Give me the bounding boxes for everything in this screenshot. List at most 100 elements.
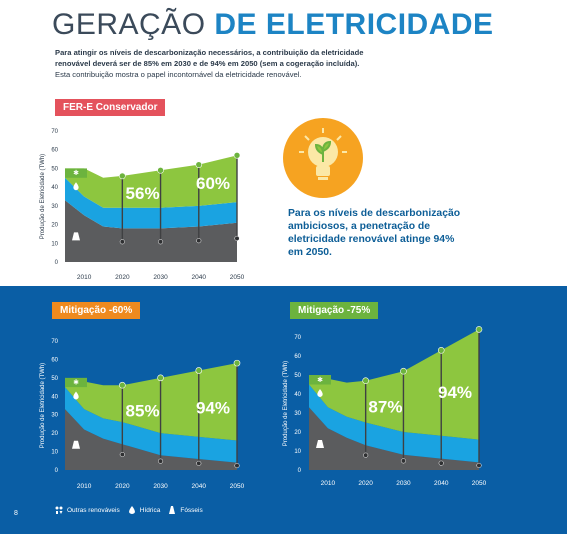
area-outras-renováveis [65,155,237,208]
x-tick-label: 2040 [192,483,207,490]
area-hídrica [65,387,237,463]
other-renewables-icon [55,506,63,514]
y-tick-label: 30 [51,413,58,419]
x-tick-label: 2010 [77,274,92,281]
x-tick-label: 2030 [396,480,411,487]
legend-item: Fósseis [168,506,203,514]
factory-icon [168,506,176,514]
y-tick-label: 30 [294,411,301,417]
other-renewables-icon: ✱ [73,169,79,177]
area-fósseis [309,407,479,470]
other-renewables-icon: ✱ [73,378,79,386]
chart2-title-tag: Mitigação -60% [52,302,141,319]
area-outras-renováveis [65,363,237,441]
total-dot [119,172,126,180]
fossil-dot [158,239,164,245]
area-outras-renováveis [309,329,479,440]
total-dot [157,167,164,174]
y-tick-label: 40 [51,394,58,400]
other-renewables-icon-box [65,168,87,178]
y-tick-label: 20 [51,223,58,229]
lightbulb-icon-circle [283,118,363,198]
y-tick-label: 70 [294,335,301,341]
renewable-share-label: 87% [368,398,402,417]
water-drop-icon [128,506,136,514]
callout-text: Para os níveis de descarbonização ambici… [288,208,461,258]
factory-icon [316,440,324,449]
y-tick-label: 60 [294,354,301,360]
y-tick-label: 20 [294,430,301,436]
y-tick-label: 70 [51,129,58,135]
renewable-share-label: 60% [196,174,230,193]
intro-text: Para atingir os níveis de descarbonizaçã… [55,47,385,80]
y-tick-label: 40 [294,392,301,398]
y-tick-label: 50 [51,166,58,172]
water-drop-icon [73,182,79,191]
page-title-bold: DE ELETRICIDADE [214,8,494,41]
factory-icon [72,440,80,449]
y-tick-label: 0 [55,468,59,474]
total-dot [195,367,203,374]
renewable-share-label: 85% [126,401,160,420]
water-drop-icon [317,389,323,398]
y-tick-label: 70 [51,339,58,345]
fossil-dot [158,458,164,464]
chart3-title-tag: Mitigação -75% [290,302,379,319]
x-tick-label: 2020 [115,483,130,490]
fossil-dot [234,463,240,469]
y-tick-label: 20 [51,431,58,437]
total-dot [437,346,445,354]
other-renewables-icon-box [309,375,331,385]
factory-icon [72,232,80,241]
intro-normal: Esta contribuição mostra o papel inconto… [55,70,302,79]
page-title: GERAÇÃO DE ELETRICIDADE [52,8,494,42]
y-tick-label: 10 [51,241,58,247]
legend-item: Hídrica [128,506,160,514]
total-dot [400,367,407,375]
x-tick-label: 2030 [153,274,168,281]
total-dot [233,359,241,367]
renewable-share-label: 94% [196,399,230,418]
intro-bold: Para atingir os níveis de descarbonizaçã… [55,48,364,68]
legend: Outras renováveis Hídrica Fósseis [55,503,203,517]
y-tick-label: 0 [298,468,302,474]
renewable-share-label: 56% [126,184,160,203]
total-dot [475,326,483,333]
x-tick-label: 2020 [115,274,130,281]
x-tick-label: 2030 [153,483,168,490]
fossil-dot [196,238,202,244]
y-axis-label: Produção de Eletricidade (TWh) [40,154,46,239]
legend-label: Outras renováveis [67,506,120,514]
area-hídrica [65,177,237,229]
x-tick-label: 2040 [434,480,449,487]
x-tick-label: 2020 [358,480,373,487]
fossil-dot [400,458,406,464]
fossil-dot [234,235,240,241]
y-tick-label: 50 [51,376,58,382]
fossil-dot [119,451,125,458]
total-dot [362,377,369,385]
fossil-dot [438,460,444,466]
y-tick-label: 50 [294,373,301,379]
fossil-dot [363,452,369,458]
x-tick-label: 2050 [230,274,245,281]
lightbulb-icon [299,128,347,180]
legend-item: Outras renováveis [55,506,120,514]
y-tick-label: 10 [51,450,58,456]
water-drop-icon [73,391,79,400]
total-dot [195,161,203,168]
y-axis-label: Produção de Eletricidade (TWh) [40,363,46,448]
y-tick-label: 60 [51,148,58,154]
area-hídrica [309,384,479,463]
area-fósseis [65,409,237,470]
y-tick-label: 30 [51,204,58,210]
x-tick-label: 2010 [77,483,92,490]
y-tick-label: 60 [51,357,58,363]
renewable-share-label: 94% [438,383,472,402]
x-tick-label: 2050 [472,480,487,487]
area-fósseis [65,200,237,262]
fossil-dot [119,239,125,245]
y-tick-label: 0 [55,260,59,266]
x-tick-label: 2050 [230,483,245,490]
